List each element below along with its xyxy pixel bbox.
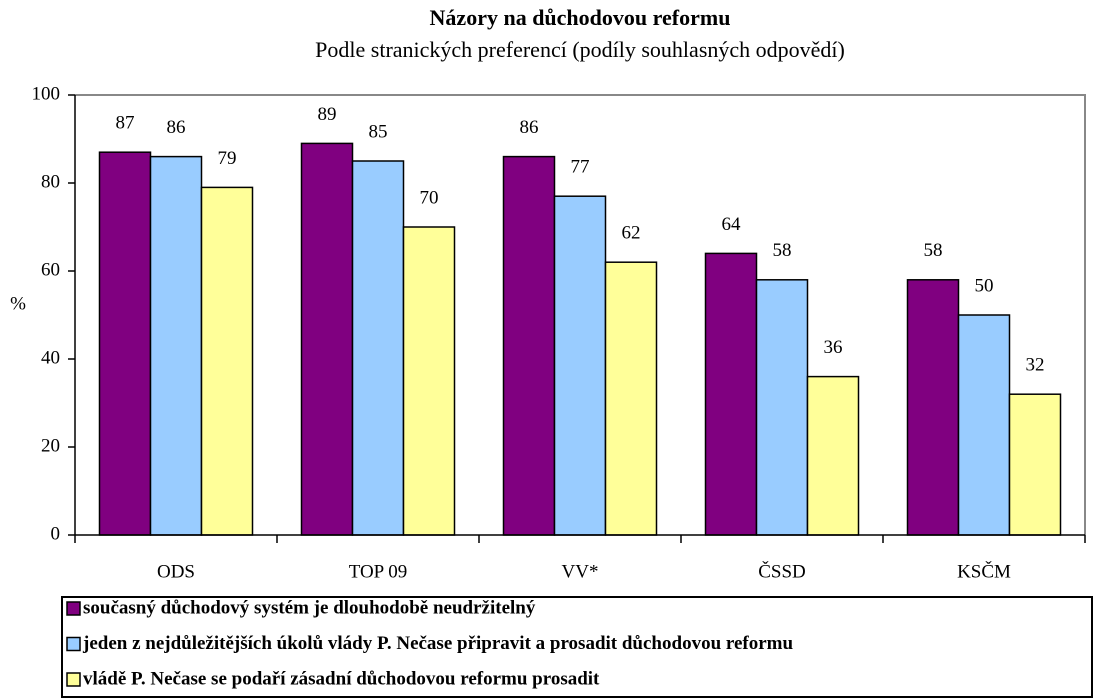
data-label: 79: [218, 148, 237, 169]
bar: [704, 252, 758, 536]
legend-label: současný důchodový systém je dlouhodobě …: [83, 597, 536, 618]
bar: [604, 261, 658, 536]
bar: [351, 160, 405, 536]
data-label: 86: [167, 117, 186, 138]
y-tick-label: 20: [41, 435, 60, 456]
bar: [906, 279, 960, 536]
data-label: 62: [622, 223, 641, 244]
data-label: 89: [318, 104, 337, 125]
data-label: 70: [420, 187, 439, 208]
y-tick-label: 40: [41, 347, 60, 368]
data-label: 58: [773, 240, 792, 261]
plot-border: [75, 94, 1086, 535]
bar: [553, 195, 607, 536]
data-label: 32: [1026, 355, 1045, 376]
bar: [806, 375, 860, 536]
bar: [200, 186, 254, 536]
data-label: 58: [924, 240, 943, 261]
y-axis-label: %: [10, 293, 26, 314]
data-label: 85: [369, 121, 388, 142]
data-label: 86: [520, 117, 539, 138]
bar: [402, 226, 456, 536]
y-tick-label: 60: [41, 259, 60, 280]
x-tick-label: TOP 09: [349, 561, 408, 582]
y-tick-label: 0: [51, 523, 61, 544]
x-tick-label: ČSSD: [758, 560, 806, 582]
data-label: 77: [571, 157, 590, 178]
legend-swatch: [66, 672, 81, 687]
legend-swatch: [66, 601, 81, 616]
bar: [1008, 393, 1062, 536]
data-label: 50: [975, 275, 994, 296]
bar: [300, 142, 354, 536]
bar: [149, 155, 203, 536]
x-tick-label: ODS: [157, 561, 195, 582]
chart-subtitle: Podle stranických preferencí (podíly sou…: [315, 37, 845, 62]
chart-title: Názory na důchodovou reformu: [430, 5, 731, 30]
bar: [502, 155, 556, 536]
data-label: 64: [722, 214, 742, 235]
y-tick-label: 80: [41, 171, 60, 192]
x-tick-label: KSČM: [957, 560, 1011, 582]
y-tick-label: 100: [32, 83, 61, 104]
data-label: 36: [824, 337, 843, 358]
data-label: 87: [116, 113, 135, 134]
legend-label: jeden z nejdůležitějších úkolů vlády P. …: [82, 633, 793, 654]
bar: [957, 314, 1011, 536]
legend-label: vládě P. Nečase se podaří zásadní důchod…: [83, 668, 600, 689]
legend-box: [61, 596, 1093, 698]
legend-swatch: [66, 636, 81, 652]
bar: [755, 279, 809, 536]
bar: [98, 151, 152, 536]
x-tick-label: VV*: [562, 561, 599, 582]
